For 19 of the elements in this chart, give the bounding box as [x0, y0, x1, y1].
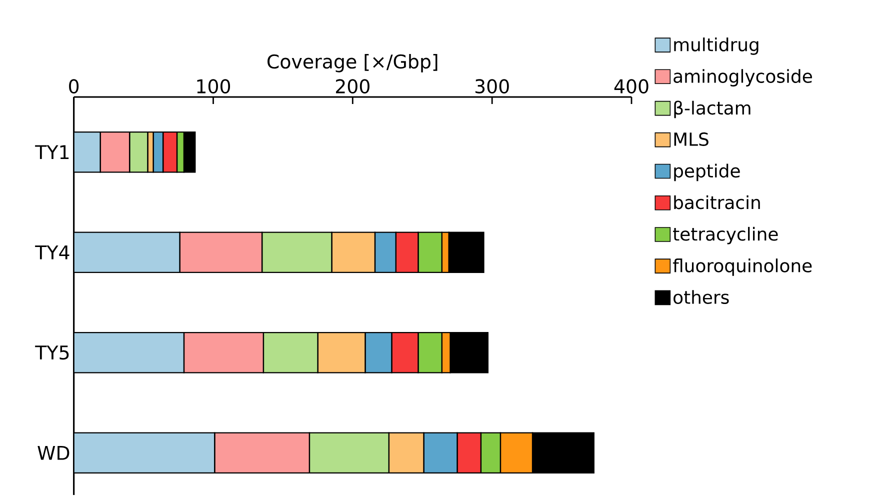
legend-label: fluoroquinolone	[672, 258, 812, 276]
y-tick-label: TY1	[35, 145, 69, 160]
y-tick-label: TY5	[35, 346, 69, 360]
x-tick-label: 300	[475, 79, 509, 94]
x-axis-title: Coverage [×/Gbp]	[268, 54, 438, 72]
legend-label: β-lactam	[674, 100, 750, 118]
legend-label: bacitracin	[674, 195, 760, 210]
legend-label: tetracycline	[673, 227, 778, 244]
legend-label: multidrug	[674, 38, 758, 55]
legend-label: others	[674, 290, 729, 304]
legend-label: MLS	[674, 132, 708, 146]
x-tick-label: 0	[69, 79, 79, 94]
y-tick-label: TY4	[35, 246, 70, 260]
x-tick-label: 400	[614, 79, 648, 94]
legend-label: aminoglycoside	[674, 69, 812, 87]
y-tick-label: WD	[38, 446, 70, 460]
x-tick-label: 100	[197, 79, 230, 94]
x-tick-label: 200	[336, 79, 370, 94]
legend-label: peptide	[674, 164, 740, 182]
